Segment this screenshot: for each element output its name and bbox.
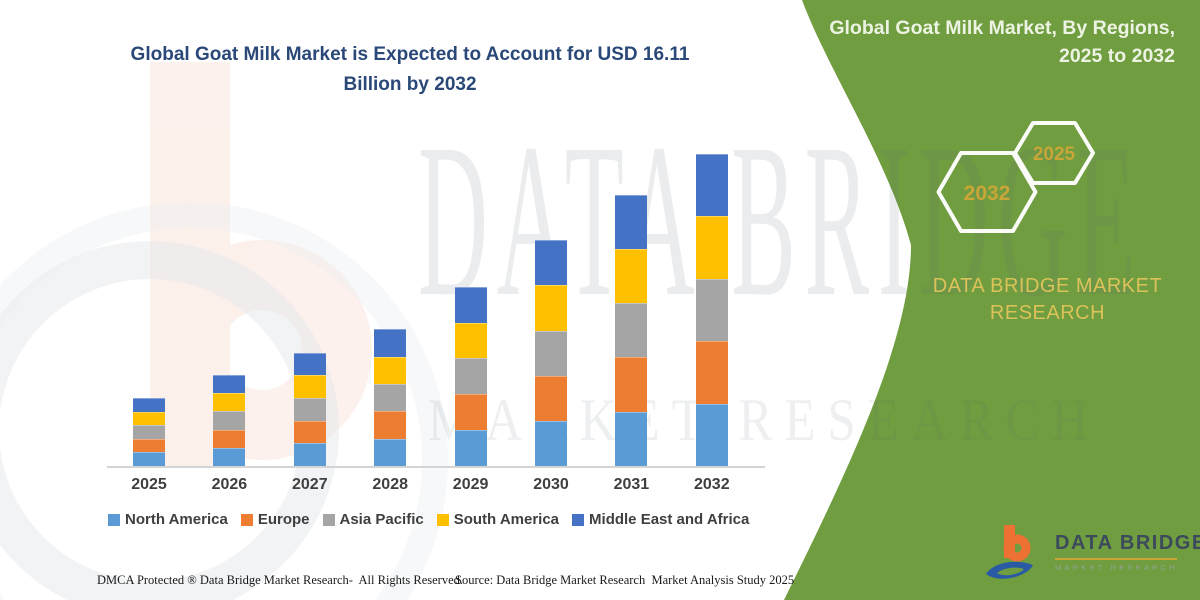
- bar-2031-europe: [615, 357, 648, 412]
- bar-2029-middle-east-and-africa: [454, 286, 487, 323]
- bar-2030-north-america: [535, 420, 567, 466]
- bar-2025-middle-east-and-africa: [133, 398, 165, 412]
- chart-title-line2: Billion by 2032: [343, 74, 477, 95]
- bar-2027-asia-pacific: [293, 397, 326, 421]
- bar-2027-north-america: [293, 443, 326, 466]
- bar-2032-south-america: [695, 216, 728, 279]
- chart-legend: North America Europe Asia Pacific South Ame…: [108, 511, 749, 528]
- bar-2028-north-america: [374, 438, 407, 466]
- bar-2025-europe: [133, 438, 165, 453]
- bar-2030-middle-east-and-africa: [535, 240, 567, 286]
- bar-2030-europe: [535, 375, 567, 421]
- bar-2027-europe: [293, 420, 326, 444]
- bar-2026-asia-pacific: [213, 411, 246, 430]
- hexagon-2025-icon: [1013, 121, 1095, 185]
- x-axis-label-2029: 2029: [452, 476, 489, 493]
- logo-name: DATA BRIDGE: [1055, 532, 1200, 554]
- x-axis-label-2028: 2028: [372, 476, 408, 493]
- bar-2030-asia-pacific: [535, 330, 567, 376]
- bar-2029-north-america: [454, 430, 487, 466]
- x-axis-label-2027: 2027: [292, 476, 328, 493]
- x-axis-label-2032: 2032: [694, 476, 730, 493]
- bar-2032-asia-pacific: [695, 278, 728, 342]
- bar-2025-north-america: [133, 452, 165, 466]
- bar-2028-south-america: [374, 356, 407, 384]
- panel-brand-line1: DATA BRIDGE MARKET: [932, 275, 1163, 297]
- footer-source-text: Source: Data Bridge Market Research Mark…: [455, 573, 795, 587]
- bar-2030-south-america: [535, 285, 567, 331]
- legend-swatch-icon: [240, 513, 253, 526]
- logo-gold-rule: [1055, 558, 1177, 560]
- legend-item-north-america: North America: [108, 511, 228, 528]
- bar-2027-south-america: [293, 375, 326, 398]
- legend-swatch-icon: [436, 513, 449, 526]
- chart-title-line1: Global Goat Milk Market is Expected to A…: [130, 44, 690, 65]
- legend-item-europe: Europe: [240, 511, 310, 528]
- bar-2028-middle-east-and-africa: [374, 329, 407, 357]
- dbmr-logo-icon: [986, 525, 1033, 579]
- legend-label: Middle East and Africa: [589, 511, 750, 528]
- legend-item-middle-east-and-africa: Middle East and Africa: [572, 511, 749, 528]
- legend-label: Asia Pacific: [339, 511, 424, 528]
- hexagon-front-year: 2025: [1033, 144, 1076, 165]
- hexagon-2032-icon: [936, 151, 1038, 233]
- panel-heading: Global Goat Milk Market, By Regions, 202…: [820, 14, 1175, 70]
- footer-dmca-text: DMCA Protected ® Data Bridge Market Rese…: [97, 573, 464, 587]
- bar-2032-europe: [695, 341, 728, 404]
- legend-item-south-america: South America: [436, 511, 560, 528]
- legend-swatch-icon: [572, 513, 585, 526]
- bar-2031-middle-east-and-africa: [615, 194, 648, 249]
- x-axis-label-2025: 2025: [131, 476, 167, 493]
- bar-2027-middle-east-and-africa: [293, 352, 326, 376]
- legend-swatch-icon: [322, 513, 335, 526]
- bar-2026-north-america: [213, 447, 246, 466]
- panel-brand-line2: RESEARCH: [989, 302, 1106, 324]
- bar-2025-south-america: [133, 411, 165, 426]
- bar-2028-asia-pacific: [374, 384, 407, 412]
- x-axis-label-2031: 2031: [613, 476, 650, 493]
- bar-2028-europe: [374, 411, 407, 439]
- dbmr-logo: DATA BRIDGE MARKET RESEARCH: [983, 524, 1200, 586]
- bar-2032-middle-east-and-africa: [695, 154, 728, 217]
- bar-2031-north-america: [615, 411, 648, 466]
- green-panel-shape: [784, 0, 1200, 600]
- x-axis-line: [107, 466, 765, 468]
- bar-2032-north-america: [695, 403, 728, 466]
- panel-heading-line1: Global Goat Milk Market, By Regions,: [829, 17, 1175, 39]
- legend-swatch-icon: [108, 513, 120, 526]
- hexagon-back-year: 2032: [964, 182, 1011, 205]
- bar-2025-asia-pacific: [133, 425, 165, 439]
- chart-title: Global Goat Milk Market is Expected to A…: [85, 40, 735, 100]
- bar-2031-south-america: [615, 248, 648, 304]
- bar-2026-europe: [213, 429, 246, 448]
- bar-2029-asia-pacific: [454, 358, 487, 395]
- bar-2026-middle-east-and-africa: [213, 374, 246, 394]
- legend-label: South America: [453, 511, 560, 528]
- legend-item-asia-pacific: Asia Pacific: [322, 511, 424, 528]
- bar-2029-europe: [454, 394, 487, 431]
- bar-2029-south-america: [454, 322, 487, 359]
- panel-brand-text: DATA BRIDGE MARKET RESEARCH: [930, 273, 1165, 327]
- year-hexagons: 2032 2025: [936, 121, 1095, 233]
- logo-tagline: MARKET RESEARCH: [1055, 563, 1178, 572]
- x-axis-label-2030: 2030: [533, 476, 569, 493]
- bar-2031-asia-pacific: [615, 303, 648, 358]
- panel-heading-line2: 2025 to 2032: [1058, 45, 1175, 67]
- bar-2026-south-america: [213, 393, 246, 412]
- legend-label: North America: [125, 511, 228, 528]
- legend-label: Europe: [257, 511, 310, 528]
- x-axis-label-2026: 2026: [211, 476, 248, 493]
